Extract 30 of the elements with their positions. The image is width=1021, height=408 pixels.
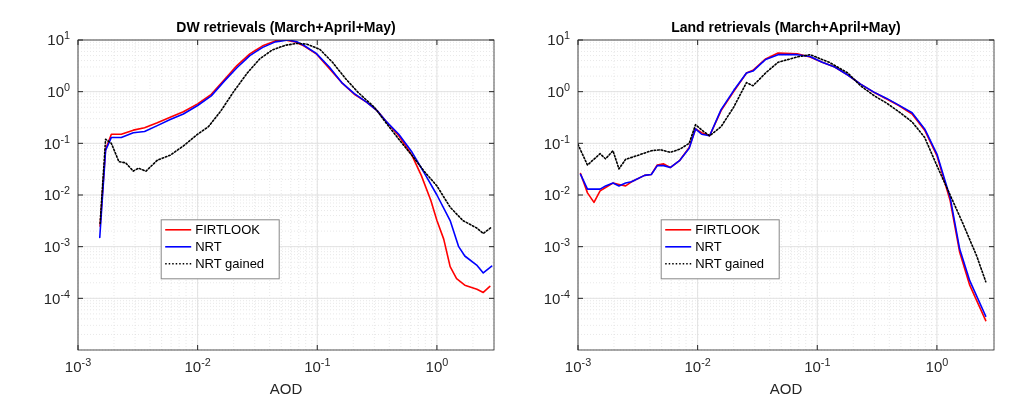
y-tick-label: 10$^{0}$ <box>47 80 70 100</box>
chart-title: Land retrievals (March+April+May) <box>671 19 901 35</box>
legend-label: FIRTLOOK <box>695 221 761 237</box>
x-axis-title: AOD <box>769 380 803 397</box>
legend-label: NRT gained <box>195 255 265 271</box>
y-tick-label: 10$^{-4}$ <box>543 287 570 307</box>
y-tick-label: 10$^{-1}$ <box>43 132 70 152</box>
y-tick-label: 10$^{-3}$ <box>543 235 570 255</box>
x-axis-title: AOD <box>269 380 303 397</box>
legend-label: NRT gained <box>695 255 765 271</box>
x-tick-label: 10$^{-2}$ <box>684 356 711 375</box>
y-tick-label: 10$^{-2}$ <box>543 184 570 204</box>
x-tick-label: 10$^{-3}$ <box>64 356 92 375</box>
y-tick-label: 10$^{-4}$ <box>43 287 70 307</box>
x-tick-label: 10$^{-3}$ <box>564 356 592 375</box>
legend-label: NRT <box>195 238 222 254</box>
legend-label: NRT <box>695 238 722 254</box>
x-tick-label: 10$^{-2}$ <box>184 356 211 375</box>
y-tick-label: 10$^{0}$ <box>547 80 570 100</box>
legend-label: FIRTLOOK <box>195 221 261 237</box>
y-tick-label: 10$^{1}$ <box>47 29 70 49</box>
chart-title: DW retrievals (March+April+May) <box>176 19 396 35</box>
x-tick-label: 10$^{0}$ <box>425 356 449 375</box>
y-tick-label: 10$^{1}$ <box>547 29 570 49</box>
x-tick-label: 10$^{0}$ <box>925 356 949 375</box>
y-tick-label: 10$^{-3}$ <box>43 235 70 255</box>
x-tick-label: 10$^{-1}$ <box>804 356 831 375</box>
y-tick-label: 10$^{-1}$ <box>543 132 570 152</box>
x-tick-label: 10$^{-1}$ <box>304 356 331 375</box>
y-tick-label: 10$^{-2}$ <box>43 184 70 204</box>
